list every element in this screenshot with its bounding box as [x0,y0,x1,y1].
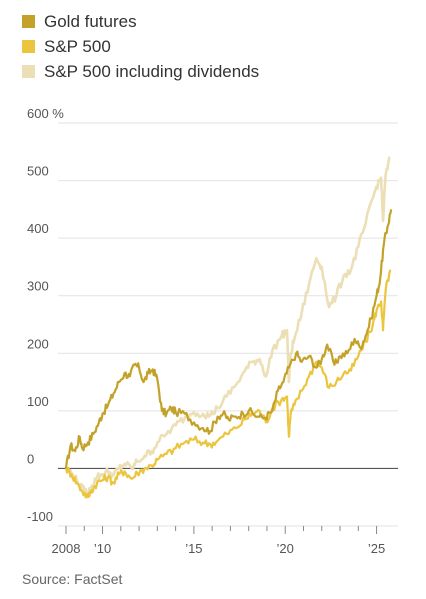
x-tick-label: ’20 [277,541,294,556]
y-tick-label: 100 [27,394,49,409]
x-tick-label: ’15 [185,541,202,556]
y-tick-label: 0 [27,451,34,466]
series-line-sp500-dividends [64,156,391,498]
chart-legend: Gold futures S&P 500 S&P 500 including d… [22,9,259,84]
legend-swatch [22,15,35,28]
legend-swatch [22,40,35,53]
y-tick-label: 200 [27,336,49,351]
y-tick-label: 400 [27,221,49,236]
source-note: Source: FactSet [22,571,123,587]
legend-label: Gold futures [44,11,137,31]
series-line-gold-futures [64,209,393,469]
y-tick-label: -100 [27,509,53,524]
x-tick-label: 2008 [52,541,81,556]
legend-swatch [22,65,35,78]
series-line-sp500 [64,269,392,499]
x-tick-label: ’10 [94,541,111,556]
y-tick-label: 300 [27,279,49,294]
legend-item-gold-futures: Gold futures [22,9,259,34]
x-tick-label: ’25 [368,541,385,556]
legend-label: S&P 500 including dividends [44,61,260,81]
legend-label: S&P 500 [44,36,111,56]
legend-item-sp500: S&P 500 [22,34,259,59]
legend-item-sp500-dividends: S&P 500 including dividends [22,59,259,84]
y-tick-label: 600 % [27,106,64,121]
line-chart: -100 0 100 200 300 400 500 600 % 2008 ’10 ’15 ’20 ’2… [27,106,398,556]
y-tick-label: 500 [27,164,49,179]
